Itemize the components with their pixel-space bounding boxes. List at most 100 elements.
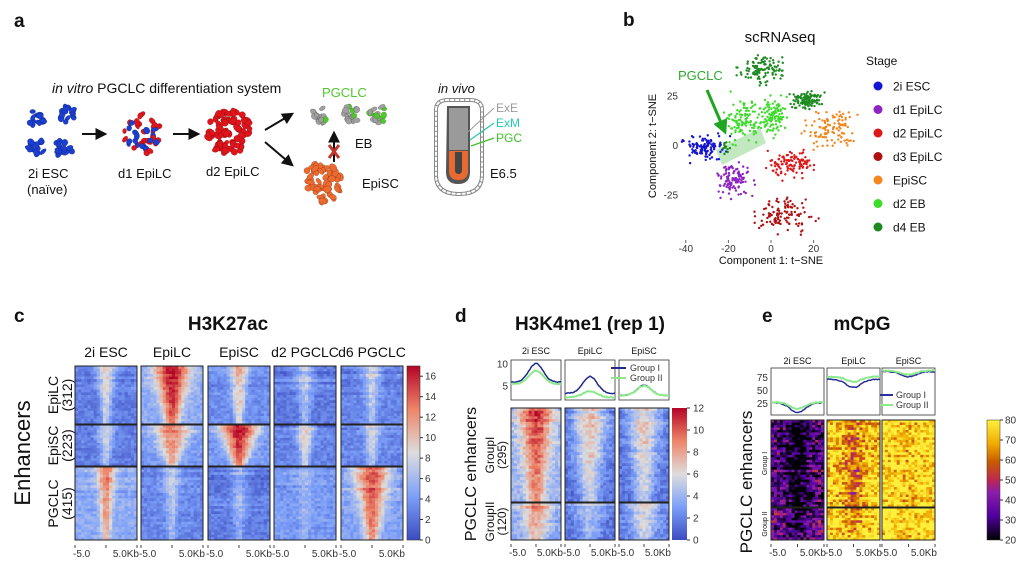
- heatmap-cell: [184, 532, 188, 536]
- heatmap-cell: [232, 490, 237, 494]
- scatter-point: [814, 131, 818, 134]
- heatmap-cell: [175, 381, 179, 385]
- heatmap-cell: [242, 427, 246, 431]
- heatmap-cell: [162, 500, 167, 504]
- y-axis-label: Component 2: t−SNE: [647, 94, 659, 198]
- heatmap-cell: [99, 450, 104, 454]
- heatmap-cell: [211, 389, 215, 393]
- heatmap-cell: [150, 405, 154, 409]
- heatmap-cell: [217, 458, 221, 462]
- heatmap-cell: [168, 513, 173, 517]
- heatmap-cell: [257, 440, 261, 444]
- heatmap-cell: [124, 445, 128, 449]
- heatmap-cell: [196, 405, 201, 409]
- heatmap-cell: [130, 503, 135, 507]
- heatmap-cell: [159, 379, 163, 383]
- heatmap-cell: [127, 392, 132, 396]
- heatmap-cell: [147, 397, 151, 401]
- heatmap-cell: [229, 469, 234, 473]
- heatmap-cell: [99, 460, 104, 464]
- heatmap-cell: [90, 487, 94, 491]
- heatmap-cell: [263, 435, 268, 439]
- heatmap-cell: [178, 387, 182, 391]
- heatmap-cell: [178, 437, 182, 441]
- heatmap-cell: [239, 458, 243, 462]
- cell-icon: [318, 197, 327, 205]
- heatmap-cell: [211, 432, 215, 436]
- heatmap-cell: [263, 427, 268, 431]
- heatmap-cell: [242, 418, 246, 422]
- heatmap-cell: [115, 389, 119, 393]
- heatmap-cell: [232, 400, 237, 404]
- cell-icon: [306, 179, 315, 185]
- heatmap-cell: [214, 397, 218, 401]
- heatmap-cell: [178, 485, 182, 489]
- scatter-point: [692, 145, 695, 148]
- heatmap-cell: [159, 437, 163, 441]
- heatmap-cell: [96, 506, 101, 510]
- heatmap-cell: [81, 442, 85, 446]
- heatmap-cell: [130, 410, 135, 414]
- scatter-point: [819, 126, 822, 129]
- cell-icon: [313, 186, 321, 192]
- heatmap-cell: [147, 371, 151, 375]
- scatter-point: [766, 71, 770, 74]
- heatmap-cell: [156, 432, 160, 436]
- heatmap-cell: [208, 445, 212, 449]
- heatmap-cell: [84, 376, 88, 380]
- heatmap-cell: [153, 389, 157, 393]
- heatmap-cell: [260, 430, 265, 433]
- heatmap-cell: [96, 521, 101, 525]
- heatmap-cell: [184, 513, 188, 517]
- heatmap-cell: [245, 376, 249, 380]
- heatmap-cell: [121, 371, 125, 375]
- heatmap-cell: [172, 529, 176, 533]
- heatmap-cell: [124, 534, 128, 538]
- heatmap-cell: [190, 511, 194, 515]
- heatmap-cell: [257, 416, 261, 420]
- heatmap-cell: [187, 519, 191, 523]
- heatmap-cell: [242, 397, 246, 401]
- heatmap-cell: [239, 480, 243, 483]
- heatmap-cell: [81, 532, 85, 536]
- scatter-point: [717, 134, 721, 138]
- heatmap-cell: [156, 408, 160, 412]
- heatmap-cell: [109, 381, 113, 385]
- heatmap-cell: [196, 516, 201, 520]
- heatmap-cell: [232, 410, 237, 414]
- heatmap-cell: [220, 402, 224, 406]
- heatmap-cell: [193, 376, 198, 380]
- heatmap-cell: [168, 474, 173, 478]
- heatmap-cell: [78, 458, 82, 462]
- heatmap-cell: [208, 490, 212, 494]
- heatmap-cell: [235, 480, 240, 483]
- heatmap-cell: [90, 408, 94, 412]
- heatmap-cell: [96, 532, 101, 536]
- scatter-point: [765, 119, 768, 123]
- heatmap-cell: [121, 381, 125, 385]
- heatmap-cell: [144, 413, 148, 417]
- heatmap-cell: [232, 442, 237, 446]
- heatmap-cell: [106, 368, 110, 372]
- heatmap-cell: [96, 474, 101, 478]
- heatmap-cell: [87, 440, 91, 444]
- heatmap-cell: [75, 534, 79, 538]
- heatmap-cell: [147, 384, 151, 388]
- heatmap-cell: [263, 485, 268, 489]
- heatmap-cell: [109, 493, 113, 496]
- heatmap-cell: [235, 413, 240, 417]
- heatmap-cell: [87, 413, 91, 417]
- heatmap-cell: [150, 435, 154, 439]
- heatmap-cell: [147, 493, 151, 496]
- heatmap-cell: [184, 413, 188, 417]
- scatter-point: [726, 175, 730, 178]
- heatmap-cell: [141, 487, 145, 491]
- heatmap-cell: [121, 416, 125, 420]
- heatmap-cell: [193, 442, 198, 446]
- heatmap-cell: [208, 418, 212, 422]
- heatmap-cell: [168, 410, 173, 414]
- heatmap-cell: [168, 381, 173, 385]
- heatmap-cell: [127, 389, 132, 393]
- heatmap-cell: [220, 387, 224, 391]
